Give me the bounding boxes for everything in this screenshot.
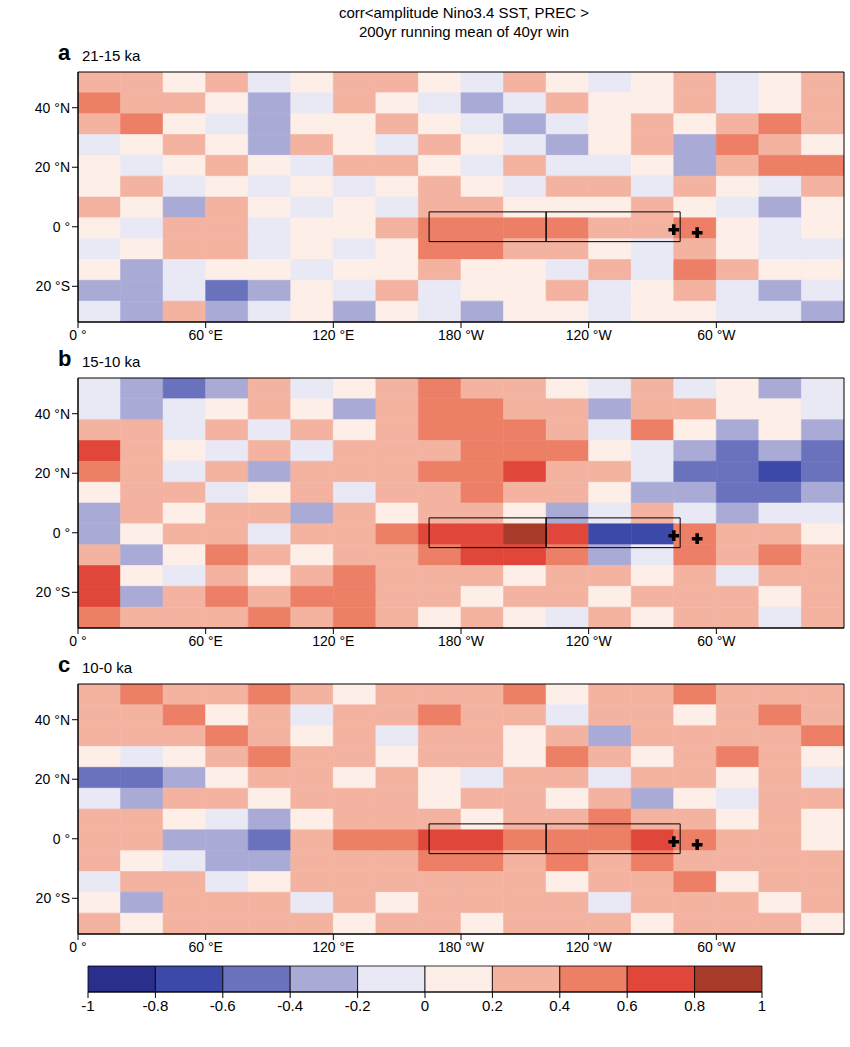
- html-text:a: a: [58, 40, 71, 65]
- svg-text:40 °N: 40 °N: [35, 712, 70, 728]
- svg-text:0 °: 0 °: [53, 219, 70, 235]
- svg-text:20 °N: 20 °N: [35, 159, 70, 175]
- svg-text:0 °: 0 °: [53, 831, 70, 847]
- svg-text:0 °: 0 °: [69, 939, 86, 955]
- svg-text:0.8: 0.8: [684, 997, 705, 1014]
- svg-text:-0.2: -0.2: [345, 997, 371, 1014]
- svg-text:120 °E: 120 °E: [312, 633, 354, 649]
- svg-text:120 °W: 120 °W: [566, 939, 613, 955]
- svg-text:0.6: 0.6: [617, 997, 638, 1014]
- html-text:21-15 ka: 21-15 ka: [82, 47, 141, 64]
- html-text:15-10 ka: 15-10 ka: [82, 353, 141, 370]
- svg-text:20 °S: 20 °S: [36, 890, 70, 906]
- svg-text:0 °: 0 °: [69, 633, 86, 649]
- svg-text:0: 0: [421, 997, 429, 1014]
- svg-text:60 °E: 60 °E: [188, 939, 222, 955]
- svg-text:120 °E: 120 °E: [312, 327, 354, 343]
- svg-text:40 °N: 40 °N: [35, 406, 70, 422]
- svg-text:60 °E: 60 °E: [188, 327, 222, 343]
- svg-text:20 °N: 20 °N: [35, 465, 70, 481]
- svg-text:20 °S: 20 °S: [36, 584, 70, 600]
- svg-text:0.2: 0.2: [482, 997, 503, 1014]
- svg-text:60 °W: 60 °W: [697, 633, 736, 649]
- svg-text:0 °: 0 °: [69, 327, 86, 343]
- svg-text:40 °N: 40 °N: [35, 100, 70, 116]
- svg-text:0 °: 0 °: [53, 525, 70, 541]
- svg-text:-0.6: -0.6: [210, 997, 236, 1014]
- svg-text:60 °W: 60 °W: [697, 939, 736, 955]
- svg-text:180 °W: 180 °W: [438, 327, 485, 343]
- svg-text:180 °W: 180 °W: [438, 633, 485, 649]
- html-text:10-0 ka: 10-0 ka: [82, 659, 132, 676]
- svg-text:120 °W: 120 °W: [566, 633, 613, 649]
- svg-text:180 °W: 180 °W: [438, 939, 485, 955]
- svg-text:-0.4: -0.4: [277, 997, 303, 1014]
- svg-text:120 °E: 120 °E: [312, 939, 354, 955]
- html-text:corr<amplitude Nino3.4 SST, PR: corr<amplitude Nino3.4 SST, PREC >: [338, 4, 590, 21]
- svg-text:0.4: 0.4: [549, 997, 570, 1014]
- svg-text:60 °W: 60 °W: [697, 327, 736, 343]
- svg-text:60 °E: 60 °E: [188, 633, 222, 649]
- svg-text:120 °W: 120 °W: [566, 327, 613, 343]
- html-text:200yr running mean of 40yr win: 200yr running mean of 40yr win: [358, 23, 570, 40]
- svg-text:1: 1: [758, 997, 766, 1014]
- svg-text:-0.8: -0.8: [142, 997, 168, 1014]
- html-text:c: c: [58, 652, 71, 677]
- svg-text:20 °S: 20 °S: [36, 278, 70, 294]
- html-text:b: b: [58, 346, 72, 371]
- svg-text:-1: -1: [81, 997, 94, 1014]
- svg-text:20 °N: 20 °N: [35, 771, 70, 787]
